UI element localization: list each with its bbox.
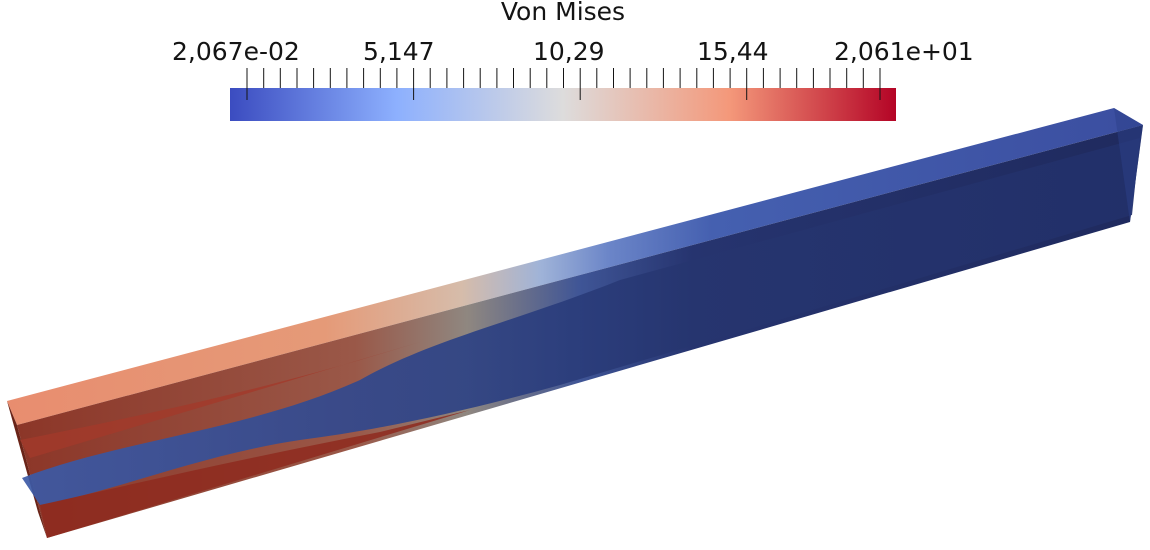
beam-high-stress-bottom xyxy=(40,410,470,538)
beam-top-face xyxy=(7,108,1143,425)
tick-label-1: 5,147 xyxy=(363,37,435,66)
beam-high-stress-top xyxy=(20,342,420,458)
scalar-bar-title: Von Mises xyxy=(500,0,626,26)
tick-label-3: 15,44 xyxy=(697,37,769,66)
scalar-bar-gradient xyxy=(230,88,896,121)
scalar-bar xyxy=(230,68,896,121)
tick-label-max: 2,061e+01 xyxy=(834,37,974,66)
tick-label-2: 10,29 xyxy=(533,37,605,66)
scalar-bar-ticks xyxy=(246,68,881,100)
beam-end-face xyxy=(7,401,47,538)
beam-core-band xyxy=(22,138,1140,505)
tick-label-min: 2,067e-02 xyxy=(172,37,300,66)
beam-right-end xyxy=(1114,108,1143,222)
